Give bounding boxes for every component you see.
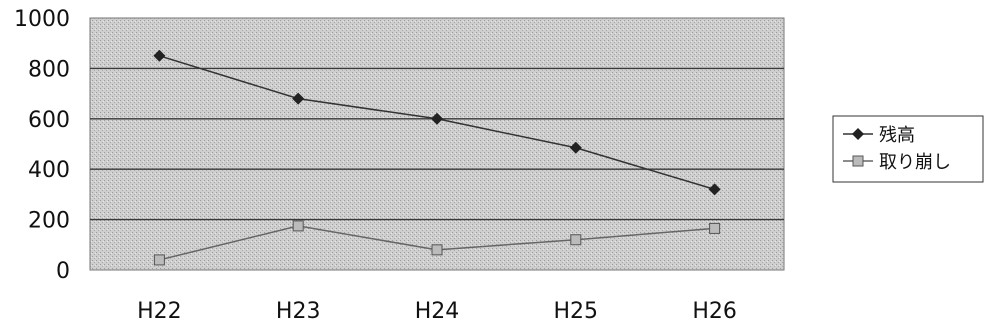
y-tick-label: 0 [56,259,70,284]
y-tick-label: 800 [28,57,70,82]
x-tick-label: H24 [415,299,460,324]
legend-label-series-1: 残高 [879,125,915,146]
plot-area [89,17,785,271]
legend-box [832,115,984,183]
data-point-square [570,234,582,246]
data-point-diamond [292,92,305,105]
data-point-diamond [431,112,443,125]
y-tick-label: 600 [28,108,70,133]
series-lines [153,49,721,266]
x-tick-label: H23 [276,299,321,324]
y-tick-label: 1000 [14,7,70,32]
y-tick-label: 200 [28,209,70,234]
x-tick-label: H25 [554,299,599,324]
diamond-icon [852,128,864,140]
legend: 残高 取り崩し [832,115,984,183]
square-icon [852,155,864,167]
data-point-diamond [569,141,582,154]
x-axis-ticks: H22 H23 H24 H25 H26 [137,299,737,324]
x-tick-label: H26 [692,299,737,324]
legend-label-series-2: 取り崩し [879,152,951,173]
y-tick-label: 400 [28,158,70,183]
data-point-diamond [708,183,721,196]
gridlines [90,67,784,221]
y-axis-ticks: 1000 800 600 400 200 0 [14,7,70,284]
data-point-square [709,222,721,234]
data-point-square [431,244,443,256]
data-point-square [292,220,304,232]
data-point-diamond [153,49,166,62]
data-point-square [153,254,165,266]
x-tick-label: H22 [137,299,182,324]
